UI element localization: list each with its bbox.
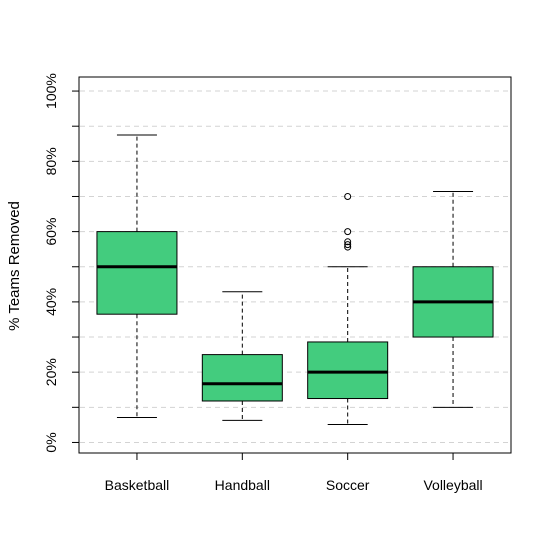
iqr-box <box>307 341 389 400</box>
y-tick-label: 20% <box>43 358 59 386</box>
outlier-point <box>344 243 352 251</box>
x-axis: Basketball Handball Soccer Volleyball <box>105 453 483 493</box>
x-tick-label: Volleyball <box>423 477 482 493</box>
x-tick-label: Handball <box>215 477 270 493</box>
outlier-point <box>344 192 352 200</box>
y-tick-label: 0% <box>43 432 59 452</box>
x-tick-label: Basketball <box>105 477 170 493</box>
y-tick-label: 100% <box>43 73 59 109</box>
outlier-point <box>344 228 352 236</box>
box-basketball <box>96 134 178 419</box>
iqr-box <box>96 231 178 315</box>
y-axis: 0% 20% 40% 60% 80% 100% <box>43 73 79 453</box>
y-tick-label: 60% <box>43 218 59 246</box>
box-volleyball <box>412 191 494 408</box>
outlier-point <box>344 241 352 249</box>
box-handball <box>201 291 283 421</box>
box-soccer <box>307 192 389 426</box>
x-tick-label: Soccer <box>326 477 370 493</box>
y-axis-title: % Teams Removed <box>6 201 23 331</box>
y-tick-label: 80% <box>43 147 59 175</box>
iqr-box <box>201 354 283 402</box>
boxes <box>96 134 494 426</box>
outlier-point <box>344 238 352 246</box>
plot-frame <box>78 76 512 454</box>
y-tick-label: 40% <box>43 288 59 316</box>
